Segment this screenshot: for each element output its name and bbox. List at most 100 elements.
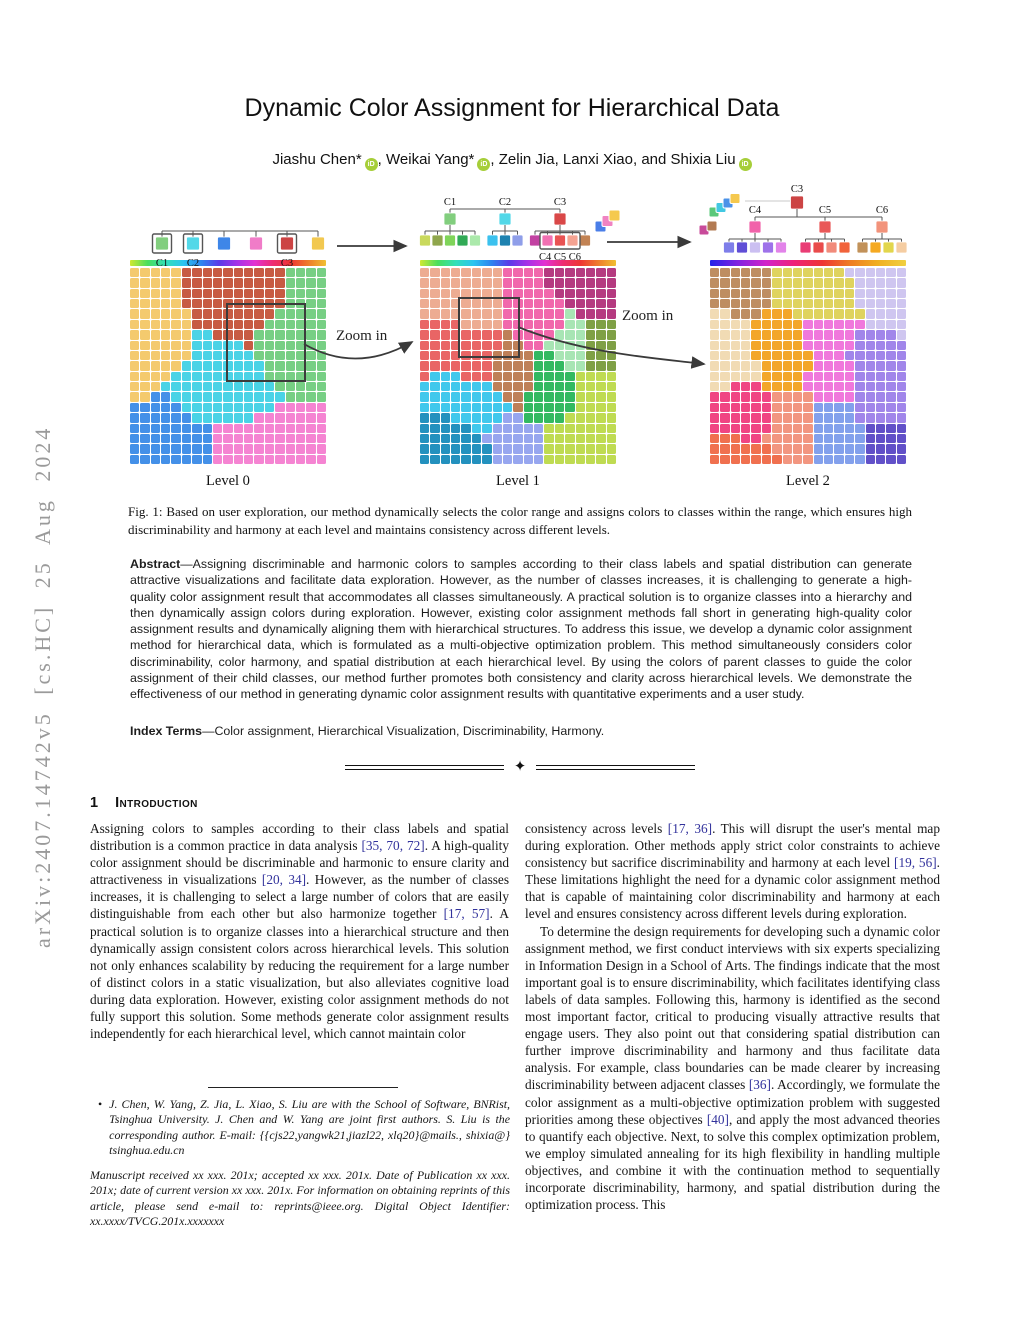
mosaic-cell: [575, 433, 585, 444]
mosaic-cell: [161, 278, 171, 288]
mosaic-cell: [461, 371, 471, 382]
mosaic-cell: [451, 309, 461, 319]
mosaic-cell: [492, 454, 502, 464]
mosaic-cell: [844, 444, 855, 454]
mosaic-cell: [534, 423, 544, 433]
mosaic-cell: [782, 278, 792, 288]
mosaic-cell: [772, 309, 782, 319]
mosaic-cell: [803, 299, 813, 309]
mosaic-cell: [130, 268, 140, 278]
mosaic-cell: [751, 382, 761, 392]
mosaic-cell: [492, 299, 502, 309]
svg-text:C2: C2: [499, 197, 511, 208]
mosaic-cell: [575, 299, 585, 309]
mosaic-cell: [264, 361, 275, 371]
mosaic-cell: [513, 268, 523, 278]
mosaic-cell: [565, 392, 575, 402]
mosaic-cell: [544, 402, 554, 413]
mosaic-cell: [855, 299, 865, 309]
mosaic-cell: [440, 330, 451, 340]
mosaic-cell: [420, 423, 430, 433]
mosaic-cell: [534, 340, 544, 350]
mosaic-cell: [554, 382, 565, 392]
mosaic-cell: [150, 350, 161, 361]
mosaic-cell: [254, 319, 264, 330]
mosaic-cell: [554, 309, 565, 319]
mosaic-cell: [720, 382, 730, 392]
mosaic-cell: [606, 340, 616, 350]
mosaic-cell: [534, 319, 544, 330]
mosaic-cell: [233, 309, 244, 319]
mosaic-cell: [233, 413, 244, 423]
svg-text:C3: C3: [791, 184, 803, 195]
mosaic-cell: [451, 288, 461, 299]
mosaic-cell: [440, 278, 451, 288]
mosaic-cell: [824, 433, 834, 444]
mosaic-cell: [254, 340, 264, 350]
mosaic-cell: [223, 268, 233, 278]
mosaic-cell: [181, 350, 192, 361]
mosaic-cell: [440, 423, 451, 433]
mosaic-cell: [792, 278, 803, 288]
mosaic-cell: [502, 319, 513, 330]
mosaic-cell: [710, 413, 720, 423]
mosaic-cell: [751, 268, 761, 278]
mosaic-cell: [741, 299, 751, 309]
mosaic-cell: [844, 309, 855, 319]
mosaic-cell: [596, 402, 606, 413]
mosaic-cell: [440, 444, 451, 454]
mosaic-cell: [534, 299, 544, 309]
mosaic-cell: [471, 392, 482, 402]
mosaic-cell: [565, 444, 575, 454]
mosaic-cell: [565, 402, 575, 413]
mosaic-cell: [140, 444, 150, 454]
mosaic-cell: [306, 454, 316, 464]
mosaic-cell: [130, 288, 140, 299]
index-terms-text: —Color assignment, Hierarchical Visualiz…: [202, 724, 605, 738]
mosaic-cell: [275, 444, 285, 454]
mosaic-cell: [192, 382, 202, 392]
mosaic-cell: [502, 309, 513, 319]
mosaic-cell: [233, 444, 244, 454]
mosaic-cell: [720, 330, 730, 340]
mosaic-cell: [741, 402, 751, 413]
mosaic-cell: [575, 454, 585, 464]
mosaic-cell: [596, 392, 606, 402]
mosaic-cell: [865, 361, 875, 371]
mosaic-cell: [710, 350, 720, 361]
mosaic-cell: [544, 382, 554, 392]
mosaic-cell: [212, 278, 223, 288]
mosaic-cell: [730, 350, 741, 361]
mosaic-cell: [451, 268, 461, 278]
mosaic-cell: [295, 330, 306, 340]
mosaic-cell: [886, 319, 896, 330]
mosaic-cell: [223, 278, 233, 288]
mosaic-cell: [865, 299, 875, 309]
svg-text:C1: C1: [156, 258, 168, 269]
mosaic-cell: [782, 350, 792, 361]
author-name: , Zelin Jia, Lanxi Xiao, and Shixia Liu: [490, 151, 736, 168]
mosaic-cell: [865, 268, 875, 278]
mosaic-cell: [150, 371, 161, 382]
mosaic-cell: [606, 309, 616, 319]
mosaic-cell: [130, 319, 140, 330]
mosaic-cell: [223, 433, 233, 444]
mosaic-cell: [140, 392, 150, 402]
mosaic-cell: [751, 402, 761, 413]
mosaic-cell: [192, 423, 202, 433]
mosaic-cell: [451, 299, 461, 309]
mosaic-cell: [544, 444, 554, 454]
mosaic-cell: [295, 382, 306, 392]
mosaic-cell: [772, 319, 782, 330]
mosaic-cell: [792, 288, 803, 299]
mosaic-cell: [824, 350, 834, 361]
mosaic-cell: [161, 454, 171, 464]
mosaic-cell: [285, 371, 295, 382]
mosaic-cell: [171, 413, 181, 423]
mosaic-cell: [502, 392, 513, 402]
mosaic-cell: [482, 382, 492, 392]
mosaic-cell: [813, 350, 824, 361]
mosaic-cell: [761, 361, 772, 371]
mosaic-cell: [233, 433, 244, 444]
mosaic-cell: [534, 309, 544, 319]
